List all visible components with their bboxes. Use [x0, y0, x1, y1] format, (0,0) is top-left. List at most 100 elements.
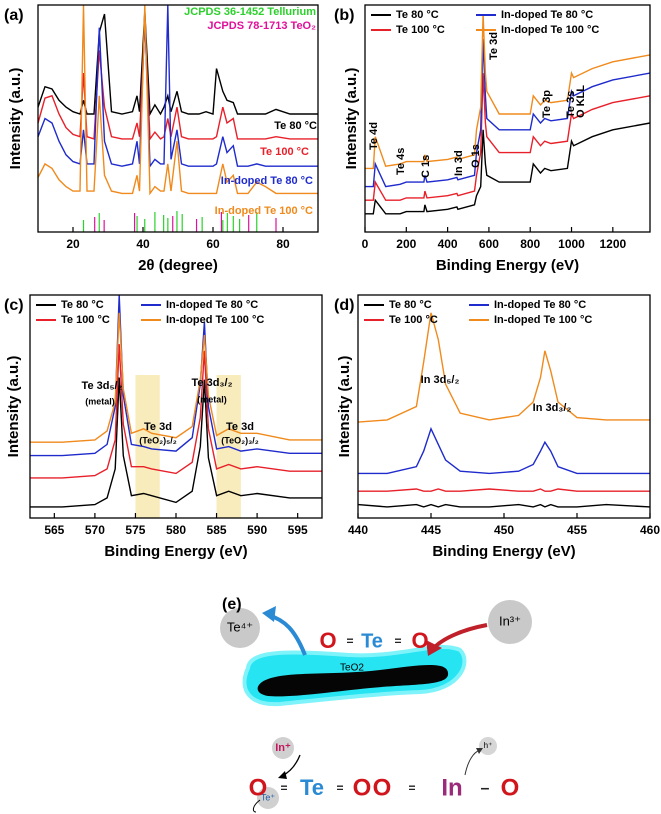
- peak-annotation: C 1s: [420, 155, 432, 178]
- y-axis-label: Intensity (a.u.): [336, 356, 353, 458]
- panel-label: (b): [334, 7, 354, 24]
- peak-annotation: Te 3s: [565, 91, 577, 118]
- x-axis-label: Binding Energy (eV): [104, 543, 247, 560]
- peak-annotation: Te 3d: [488, 32, 500, 60]
- arrowhead: [262, 606, 276, 622]
- atom-label: =: [394, 634, 401, 648]
- spectrum-line: [358, 488, 650, 492]
- atom-label: –: [481, 780, 490, 797]
- chart: (c) 565 570 575 580 585 590 595 Binding Energy (…: [4, 294, 323, 560]
- x-axis-label: Binding Energy (eV): [432, 543, 575, 560]
- rod-label: TeO2: [340, 663, 364, 674]
- x-tick-label: 200: [396, 237, 416, 251]
- arrowhead: [426, 640, 442, 656]
- x-tick-label: 400: [438, 237, 458, 251]
- chart: (b) 0 200 400 600 800 1000 1200 Binding Energy (…: [334, 4, 651, 274]
- legend-label: Te 100 °C: [61, 314, 110, 326]
- y-axis-label: Intensity (a.u.): [7, 68, 24, 170]
- spectrum-line: [365, 73, 651, 201]
- x-tick-label: 440: [348, 523, 368, 537]
- x-tick-label: 1200: [599, 237, 626, 251]
- x-tick-label: 575: [125, 523, 145, 537]
- black-rod: [257, 665, 449, 697]
- series-label: In-doped Te 80 °C: [221, 175, 313, 187]
- peak-annotation: (TeO₂)₅/₂: [139, 435, 176, 445]
- peak-annotation: (TeO₂)₃/₂: [221, 435, 259, 445]
- atom-label: =: [336, 781, 343, 795]
- spectrum-line: [30, 377, 322, 508]
- legend-label: In-doped Te 100 °C: [494, 314, 592, 326]
- y-axis-label: Intensity (a.u.): [5, 356, 22, 458]
- spectrum-line: [37, 4, 318, 169]
- x-tick-label: 455: [567, 523, 587, 537]
- peak-annotation: Te 3d: [144, 421, 172, 433]
- atom-label: In: [441, 774, 462, 801]
- x-tick-label: 570: [85, 523, 105, 537]
- spectrum-line: [30, 294, 322, 457]
- atom-label: O: [249, 774, 268, 801]
- panel-label: (c): [4, 297, 24, 314]
- series-label: Te 80 °C: [274, 120, 317, 132]
- peak-annotation: In 3d₅/₂: [421, 374, 460, 386]
- peak-annotation: (metal): [197, 394, 227, 404]
- peak-annotation: Te 4d: [368, 122, 380, 150]
- legend-label: Te 80 °C: [61, 299, 104, 311]
- x-tick-label: 80: [276, 237, 290, 251]
- ion-circle: [220, 608, 260, 648]
- legend-label: In-doped Te 80 °C: [501, 9, 593, 21]
- panel-label: (d): [334, 297, 354, 314]
- x-tick-label: 585: [207, 523, 227, 537]
- series-label: Te 100 °C: [260, 146, 309, 158]
- x-tick-label: 460: [640, 523, 660, 537]
- plot-frame: [364, 4, 651, 233]
- x-tick-label: 600: [479, 237, 499, 251]
- peak-annotation: O 1s: [470, 144, 482, 168]
- peak-annotation: Te 3d₃/₂: [192, 377, 233, 389]
- ion-circle: [488, 600, 532, 644]
- spectrum-line: [365, 39, 651, 188]
- ion-label: In⁺: [275, 742, 291, 754]
- x-tick-label: 445: [421, 523, 441, 537]
- x-tick-label: 800: [520, 237, 540, 251]
- legend-label: Te 100 °C: [396, 24, 445, 36]
- hole-label: h⁺: [484, 741, 493, 750]
- x-axis-label: 2θ (degree): [138, 257, 218, 274]
- ion-label: Te⁴⁺: [227, 619, 253, 634]
- y-axis-label: Intensity (a.u.): [343, 68, 360, 170]
- chart: (d) 440 445 450 455 460 Binding Energy (eV) Int…: [334, 294, 660, 560]
- ion-label: Te⁺: [261, 792, 276, 802]
- spectrum-line: [30, 312, 322, 443]
- panel-label: (e): [222, 596, 242, 613]
- plot-frame: [37, 4, 319, 233]
- spectrum-line: [30, 344, 322, 479]
- atom-label: O: [501, 774, 520, 801]
- legend-label: Te 100 °C: [389, 314, 438, 326]
- legend-label: In-doped Te 100 °C: [166, 314, 264, 326]
- x-tick-label: 450: [494, 523, 514, 537]
- peak-annotation: In 3d: [453, 150, 465, 176]
- spectrum-line: [357, 503, 651, 508]
- peak-annotation: (metal): [85, 396, 115, 406]
- atom-label: =: [346, 634, 353, 648]
- legend-label: In-doped Te 80 °C: [166, 299, 258, 311]
- x-tick-label: 40: [136, 237, 150, 251]
- atom-label: Te: [361, 630, 383, 652]
- legend-label: Te 80 °C: [396, 9, 439, 21]
- spectrum-line: [365, 122, 651, 215]
- atom-label: O: [373, 774, 392, 801]
- plot-frame: [357, 294, 651, 519]
- arrow: [464, 749, 481, 776]
- x-tick-label: 590: [247, 523, 267, 537]
- arrowhead: [476, 748, 483, 754]
- atom-label: =: [280, 781, 287, 795]
- peak-annotation: Te 3d₅/₂: [82, 380, 123, 392]
- atom-label: Te: [300, 775, 324, 800]
- spectrum-line: [37, 23, 318, 141]
- legend-label: In-doped Te 100 °C: [501, 24, 599, 36]
- spectrum-line: [37, 11, 318, 117]
- arrowhead: [278, 771, 287, 779]
- peak-annotation: Te 3d: [226, 421, 254, 433]
- x-tick-label: 1000: [558, 237, 585, 251]
- ion-circle: [257, 787, 279, 809]
